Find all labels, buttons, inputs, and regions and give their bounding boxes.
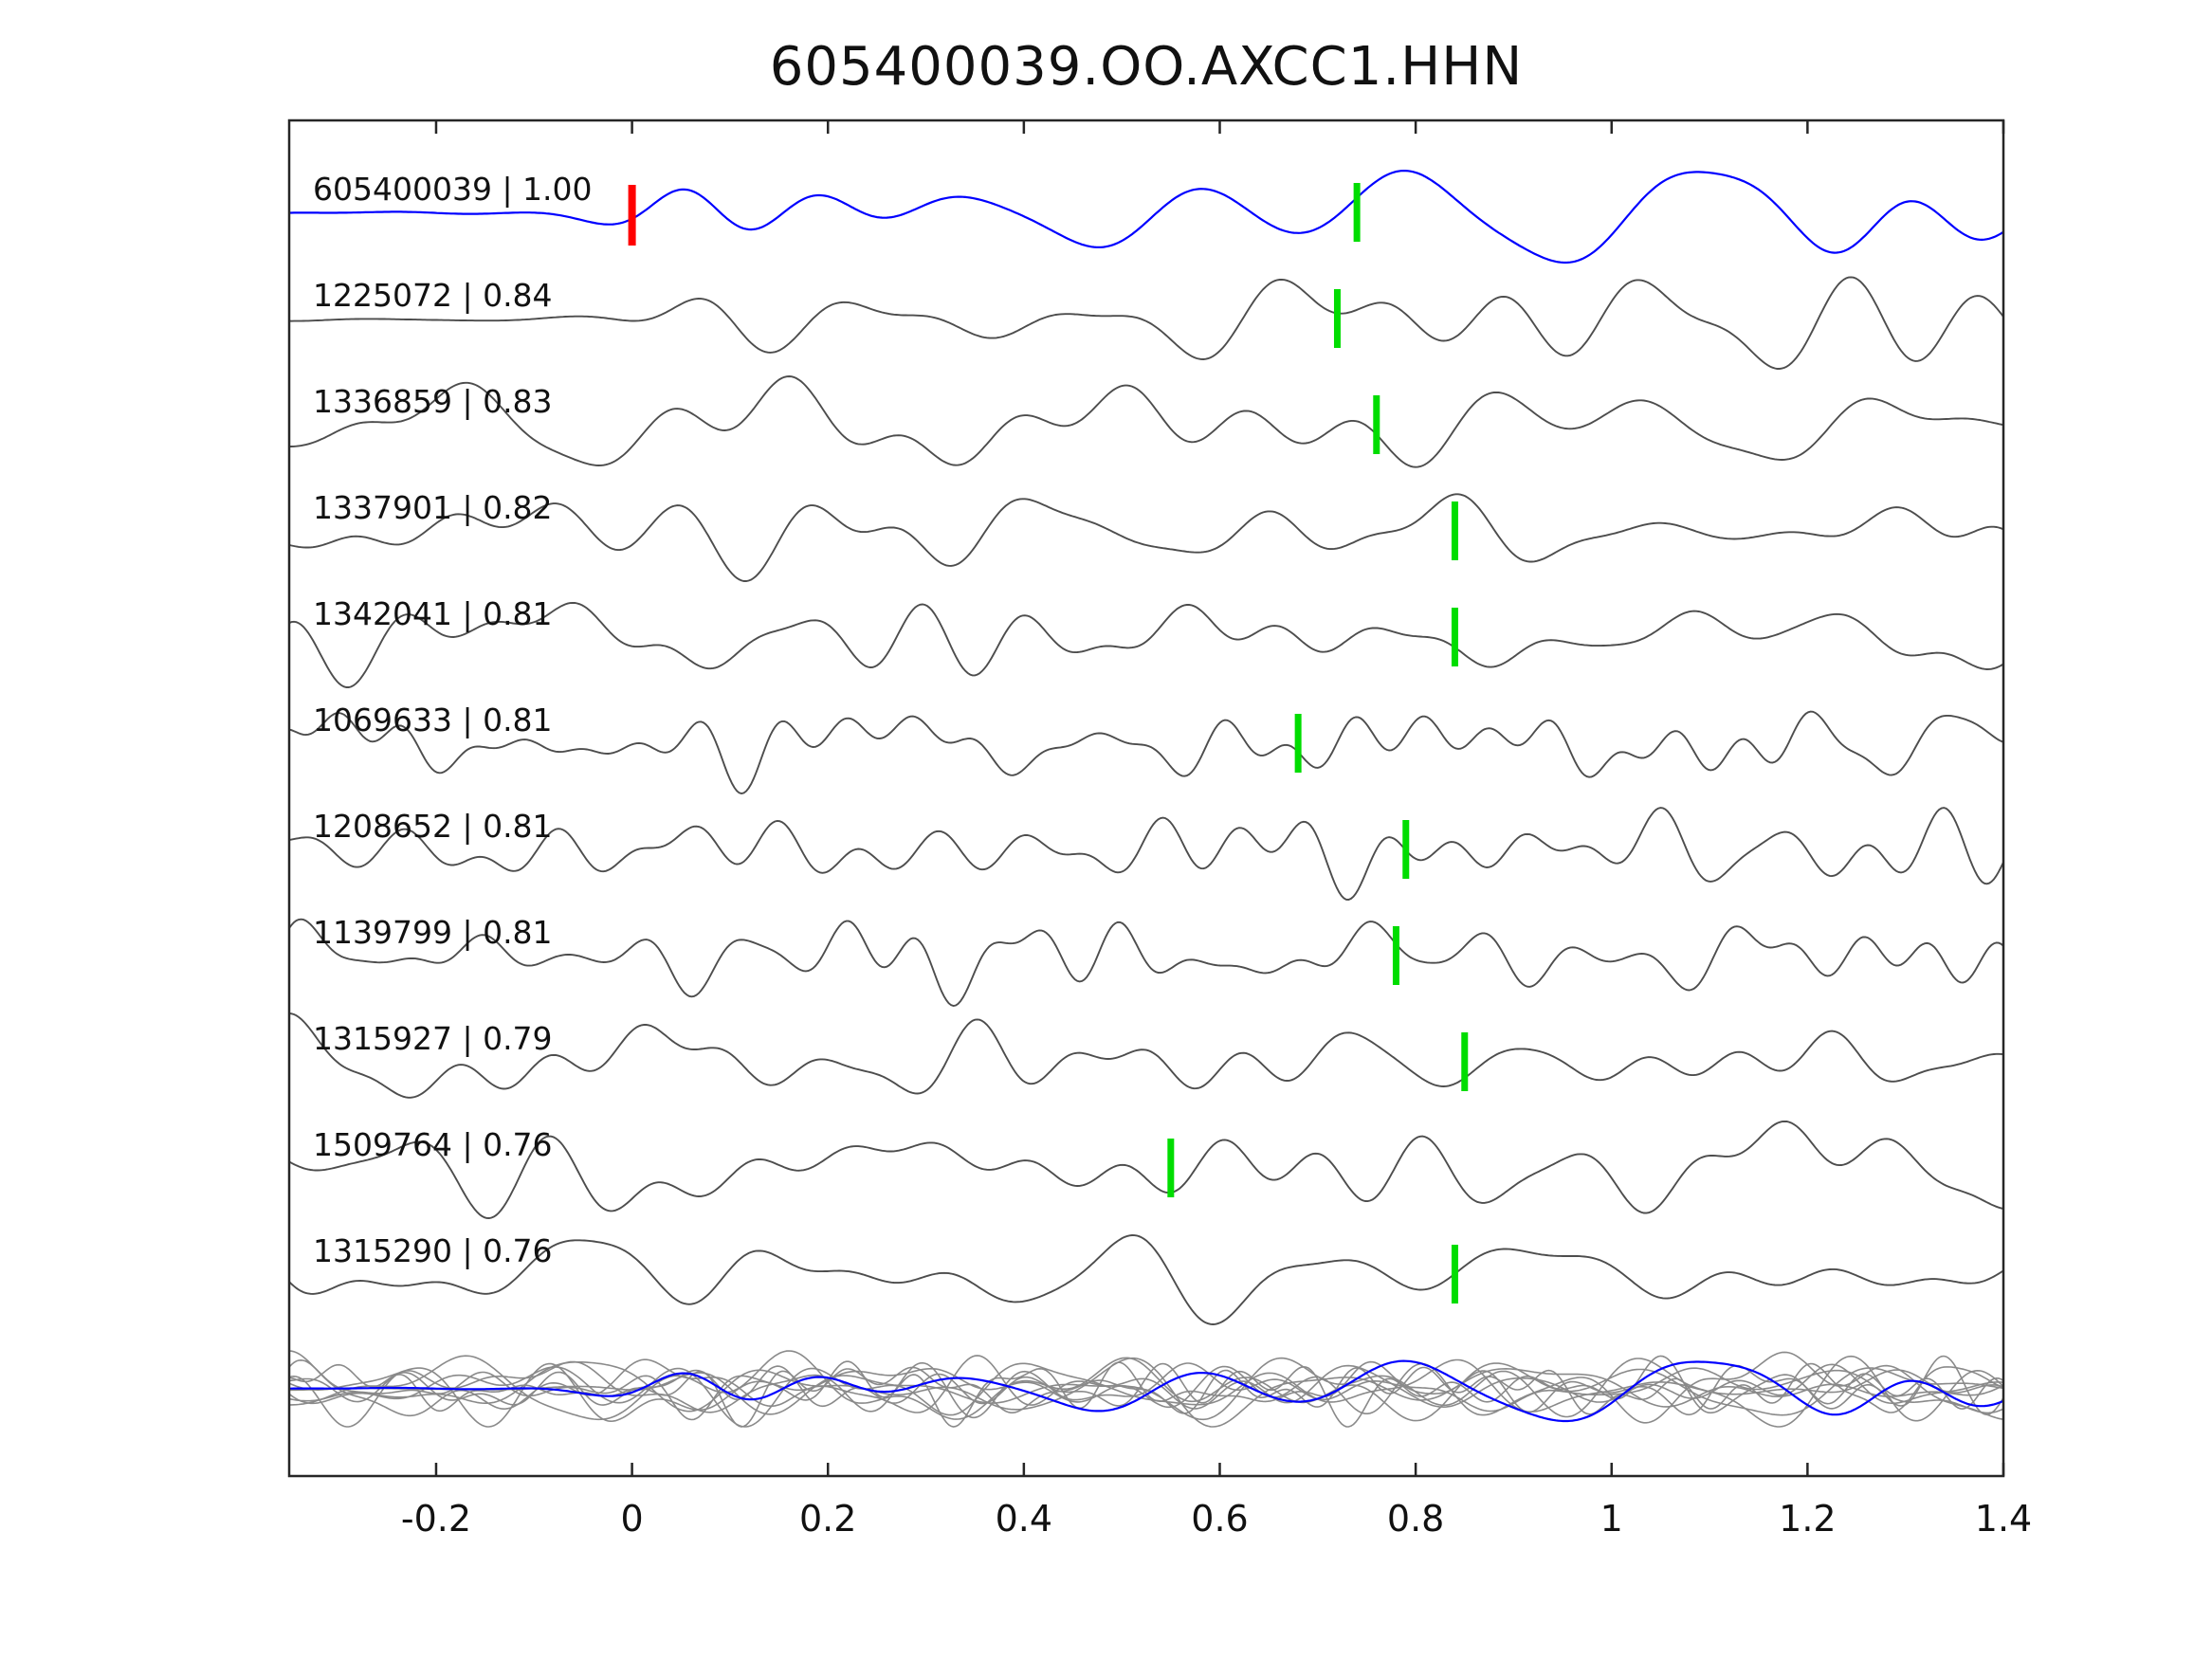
x-tick-label: 1.4: [1975, 1498, 2032, 1540]
trace-1509764: [289, 1120, 2003, 1219]
overlay-trace-1208652: [289, 1355, 2003, 1428]
trace-label-605400039: 605400039 | 1.00: [313, 171, 593, 208]
overlay-trace-1337901: [289, 1358, 2003, 1428]
trace-label-1069633: 1069633 | 0.81: [313, 702, 553, 738]
axes-box: [287, 118, 2005, 1478]
overlay-trace-1139799: [289, 1358, 2003, 1428]
overlay-trace-1315290: [289, 1357, 2003, 1428]
trace-label-1342041: 1342041 | 0.81: [313, 595, 553, 632]
x-tick-label: 1: [1600, 1498, 1623, 1540]
trace-1315290: [289, 1234, 2003, 1325]
trace-1208652: [289, 807, 2003, 901]
x-tick-label: 0.8: [1387, 1498, 1444, 1540]
trace-605400039: [289, 170, 2003, 264]
x-tick-label: 0.4: [996, 1498, 1052, 1540]
overlay-template-trace: [289, 1359, 2003, 1423]
trace-label-1208652: 1208652 | 0.81: [313, 808, 553, 845]
x-tick-label: 0.2: [799, 1498, 856, 1540]
trace-label-1336859: 1336859 | 0.83: [313, 383, 553, 420]
trace-1225072: [289, 276, 2003, 370]
plot-title: 605400039.OO.AXCC1.HHN: [769, 36, 1524, 98]
trace-1342041: [289, 601, 2003, 688]
trace-1139799: [289, 918, 2003, 1007]
trace-label-1315927: 1315927 | 0.79: [313, 1020, 553, 1057]
overlay-trace-1509764: [289, 1351, 2003, 1428]
trace-label-1315290: 1315290 | 0.76: [313, 1232, 553, 1269]
trace-label-1509764: 1509764 | 0.76: [313, 1126, 553, 1163]
trace-1337901: [289, 493, 2003, 582]
x-tick-label: -0.2: [401, 1498, 471, 1540]
trace-1315927: [289, 1012, 2003, 1099]
trace-1336859: [289, 375, 2003, 468]
overlay-trace-1336859: [289, 1350, 2003, 1422]
trace-label-1139799: 1139799 | 0.81: [313, 914, 553, 951]
traces-group: [289, 170, 2003, 1428]
trace-1069633: [289, 710, 2003, 794]
x-tick-label: 1.2: [1779, 1498, 1836, 1540]
x-tick-label: 0: [621, 1498, 644, 1540]
trace-label-1337901: 1337901 | 0.82: [313, 489, 553, 526]
trace-label-1225072: 1225072 | 0.84: [313, 277, 553, 314]
x-tick-label: 0.6: [1191, 1498, 1248, 1540]
